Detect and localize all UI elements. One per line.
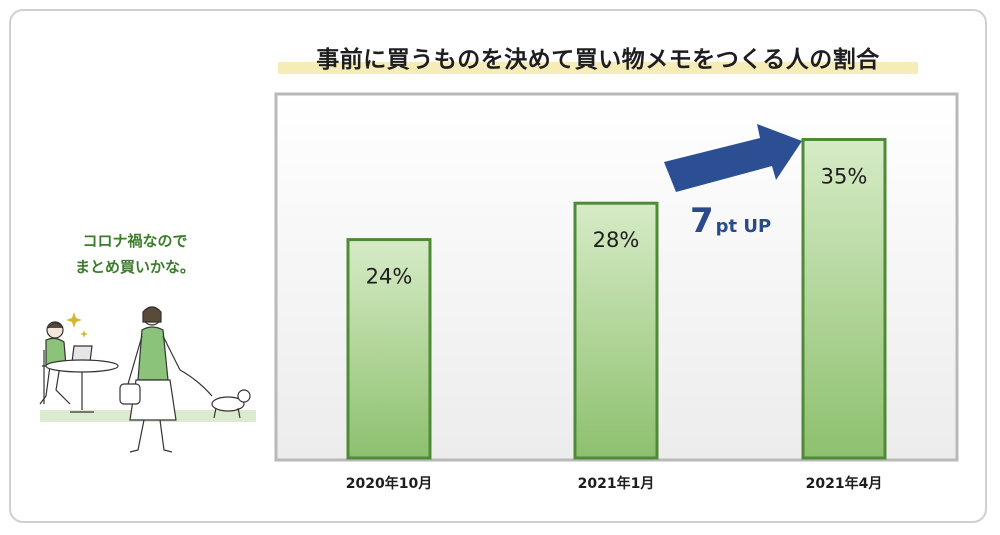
chart-title-wrap: 事前に買うものを決めて買い物メモをつくる人の割合 <box>278 40 918 76</box>
speech-line-2: まとめ買いかな。 <box>74 258 195 276</box>
card-frame <box>9 9 987 523</box>
woman-with-laptop-icon <box>39 321 71 405</box>
bar-3 <box>801 138 887 460</box>
speech-bubble: コロナ禍なので まとめ買いかな。 <box>70 228 200 280</box>
illustration <box>39 306 256 453</box>
woman-walking-dog-icon <box>119 306 181 453</box>
sparkle-icon <box>66 312 88 338</box>
bar-2 <box>573 201 659 460</box>
dog-icon <box>179 369 251 419</box>
speech-line-1: コロナ禍なので <box>82 232 188 250</box>
category-label-2: 2021年1月 <box>578 475 655 492</box>
bar-value-label-2: 28% <box>593 228 640 252</box>
category-label-1: 2020年10月 <box>346 475 432 492</box>
round-table-icon <box>45 359 119 413</box>
annotation-text: 7 pt UP <box>690 201 771 241</box>
bar-value-label-1: 24% <box>366 265 413 289</box>
increase-arrow-icon <box>664 124 802 192</box>
bar-1 <box>346 238 432 460</box>
category-label-3: 2021年4月 <box>806 475 883 492</box>
title-highlight <box>278 62 918 74</box>
bar-value-label-3: 35% <box>821 165 868 189</box>
chart-title: 事前に買うものを決めて買い物メモをつくる人の割合 <box>316 47 880 73</box>
